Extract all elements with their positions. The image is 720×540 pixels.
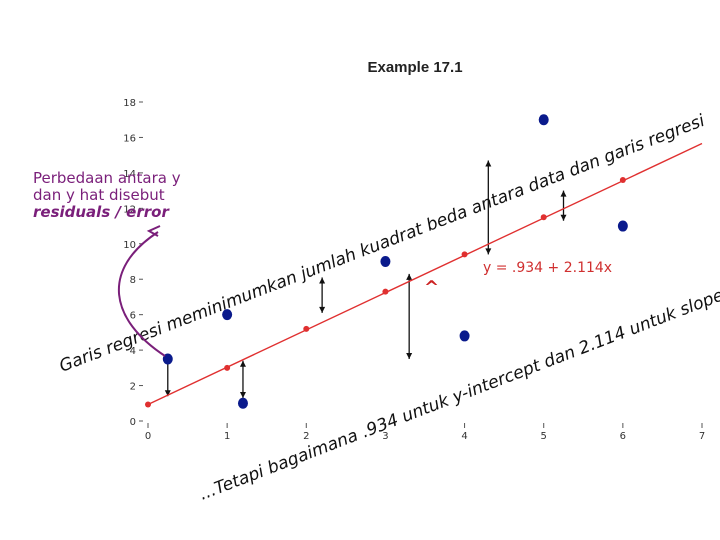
y-tick-label: 16 [123, 133, 136, 144]
residual-arrowhead-bottom [319, 306, 326, 313]
residual-arrowhead-top [319, 277, 326, 284]
residual-arrowhead-top [406, 273, 413, 280]
x-tick-label: 0 [145, 431, 151, 442]
y-tick-label: 10 [123, 240, 136, 251]
y-tick-label: 0 [130, 417, 136, 428]
residual-arrowhead-top [239, 360, 246, 367]
data-point [237, 397, 248, 409]
x-tick-label: 4 [461, 431, 467, 442]
regression-marker [303, 325, 310, 332]
y-tick-label: 12 [123, 204, 136, 215]
y-tick-label: 6 [130, 311, 136, 322]
chart-title: Example 17.1 [367, 59, 462, 76]
residual-arrowhead-top [560, 190, 567, 197]
data-point [538, 114, 549, 126]
handwriting-lower: ...Tetapi bagaimana .934 untuk y-interce… [197, 279, 720, 505]
regression-marker [540, 214, 547, 221]
regression-marker [145, 401, 151, 408]
data-point [380, 256, 391, 267]
x-tick-label: 3 [382, 431, 388, 442]
residual-arrowhead-bottom [406, 352, 413, 359]
residual-arrowhead-top [485, 160, 492, 167]
regression-line-path [147, 142, 703, 406]
y-tick-label: 2 [130, 382, 136, 393]
residual-arrowhead-bottom [560, 214, 567, 221]
data-points [162, 114, 628, 409]
y-tick-label: 4 [130, 346, 136, 357]
data-point [222, 309, 233, 321]
x-tick-label: 6 [620, 431, 626, 442]
annotation-arrow [118, 231, 166, 357]
x-tick-label: 5 [541, 431, 547, 442]
regression-marker [224, 364, 231, 371]
x-tick-label: 2 [303, 431, 309, 442]
data-point [459, 330, 470, 342]
x-tick-label: 7 [699, 431, 705, 442]
regression-marker [382, 288, 389, 295]
residual-arrowhead-bottom [485, 248, 492, 255]
regression-marker [619, 176, 626, 183]
residual-lines [164, 160, 567, 398]
annotation-arrow-head [146, 225, 161, 237]
residual-arrowhead-bottom [164, 390, 171, 397]
regression-line [145, 142, 703, 408]
data-point [617, 220, 628, 232]
residual-annotation: Perbedaan antara y dan y hat disebut res… [33, 170, 181, 221]
y-tick-label: 18 [123, 98, 136, 109]
annotation-line-1: Perbedaan antara y [33, 169, 181, 187]
equation-label: y = .934 + 2.114x [483, 260, 612, 276]
y-tick-label: 8 [130, 275, 136, 286]
residual-arrowhead-bottom [239, 391, 246, 398]
y-tick-label: 14 [123, 169, 136, 180]
data-point [162, 353, 173, 365]
x-tick-label: 1 [224, 431, 230, 442]
regression-marker [461, 251, 468, 258]
annotation-line-2: dan y hat disebut [33, 186, 165, 204]
annotation-residuals: residuals / error [33, 203, 169, 221]
caret-mark: ^ [424, 277, 439, 298]
